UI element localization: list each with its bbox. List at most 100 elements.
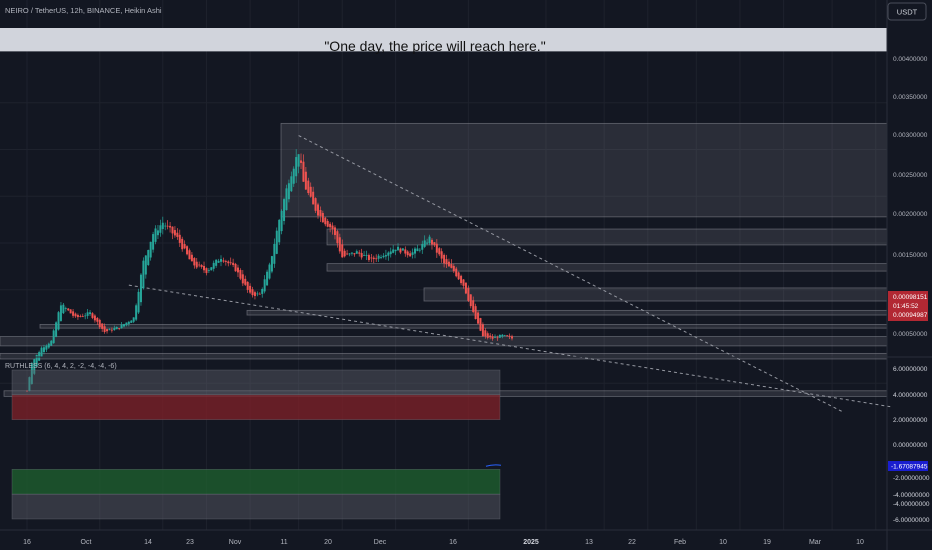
candle-body	[236, 267, 239, 273]
candle-body	[418, 249, 421, 251]
candle-body	[355, 251, 358, 254]
candle-body	[59, 305, 62, 321]
price-tick: 0.00400000	[893, 56, 928, 63]
candle-body	[98, 319, 101, 328]
indicator-band	[11, 394, 501, 420]
candle-body	[222, 260, 225, 262]
candle-body	[440, 251, 443, 259]
candle-body	[33, 359, 36, 374]
candle-body	[195, 261, 198, 268]
indicator-band	[11, 469, 501, 495]
candle-body	[387, 252, 390, 256]
time-tick: 13	[585, 539, 593, 546]
candle-body	[169, 225, 172, 228]
candle-body	[183, 244, 186, 249]
candle-body	[273, 243, 276, 264]
time-tick: 16	[23, 539, 31, 546]
candle-body	[394, 249, 397, 252]
time-tick: 19	[763, 539, 771, 546]
last-price-badge	[888, 291, 928, 321]
candle-body	[256, 293, 259, 295]
candle-body	[348, 253, 351, 255]
time-tick: 16	[449, 539, 457, 546]
indicator-band	[11, 369, 501, 396]
price-tick: 0.00250000	[893, 172, 928, 179]
candle-body	[120, 324, 123, 329]
candle-body	[152, 234, 155, 250]
candle-body	[227, 261, 230, 264]
candle-body	[389, 251, 392, 255]
candle-body	[253, 292, 256, 297]
candle-body	[438, 248, 441, 255]
price-tick: 0.00350000	[893, 94, 928, 101]
candle-body	[159, 225, 162, 233]
candle-body	[40, 347, 43, 357]
indicator-value-badge	[888, 461, 928, 471]
price-axis: 0.00400000 0.00350000 0.00300000 0.00250…	[888, 56, 928, 338]
candle-body	[443, 254, 446, 264]
time-tick: Oct	[81, 539, 92, 546]
time-tick: 22	[628, 539, 636, 546]
candle-body	[270, 256, 273, 272]
candle-body	[399, 248, 402, 253]
candle-body	[346, 253, 349, 255]
candle-body	[360, 253, 363, 258]
candle-body	[101, 323, 104, 329]
candle-body	[28, 377, 31, 391]
price-tick: 0.00200000	[893, 211, 928, 218]
candle-body	[484, 330, 487, 337]
candle-body	[220, 259, 222, 262]
candle-body	[343, 250, 346, 257]
candle-body	[416, 248, 419, 252]
banner-zone	[0, 28, 887, 52]
candle-body	[333, 227, 336, 236]
candle-body	[380, 257, 383, 258]
candle-body	[55, 322, 58, 337]
candle-body	[295, 157, 298, 177]
candle-body	[477, 312, 480, 324]
time-tick: 11	[280, 539, 287, 546]
candle-body	[181, 238, 184, 250]
candle-body	[234, 263, 237, 272]
candles	[26, 149, 513, 392]
candle-body	[139, 274, 142, 303]
candle-body	[86, 312, 89, 316]
candle-body	[261, 288, 264, 294]
candle-body	[353, 253, 356, 255]
candle-body	[76, 314, 79, 318]
candle-body	[132, 317, 135, 322]
candle-body	[338, 237, 341, 252]
price-tick: 0.00300000	[893, 132, 928, 139]
candle-body	[69, 309, 72, 314]
candle-body	[203, 265, 206, 271]
candle-body	[447, 261, 450, 267]
last-price: 0.00098151	[893, 294, 928, 301]
time-tick: 23	[186, 539, 194, 546]
price-zone	[246, 309, 888, 316]
candle-body	[229, 262, 232, 264]
candle-body	[503, 335, 506, 336]
candle-body	[142, 260, 145, 289]
candle-body	[161, 222, 164, 230]
price-zone	[280, 122, 888, 218]
price-zone	[0, 352, 888, 360]
price-zones	[0, 28, 888, 397]
candle-body	[47, 343, 50, 348]
candle-body	[377, 255, 380, 259]
candle-body	[341, 244, 344, 258]
candle-body	[445, 259, 448, 265]
candle-body	[246, 281, 249, 290]
candle-body	[125, 322, 128, 326]
candle-body	[474, 306, 477, 320]
candle-body	[452, 265, 455, 272]
candle-body	[409, 253, 412, 257]
candle-body	[414, 248, 416, 254]
indicator-panel	[11, 369, 502, 520]
candle-body	[494, 337, 497, 338]
currency-button[interactable]	[887, 2, 927, 21]
candle-body	[268, 264, 271, 279]
candle-body	[404, 249, 407, 254]
candle-body	[290, 176, 293, 192]
